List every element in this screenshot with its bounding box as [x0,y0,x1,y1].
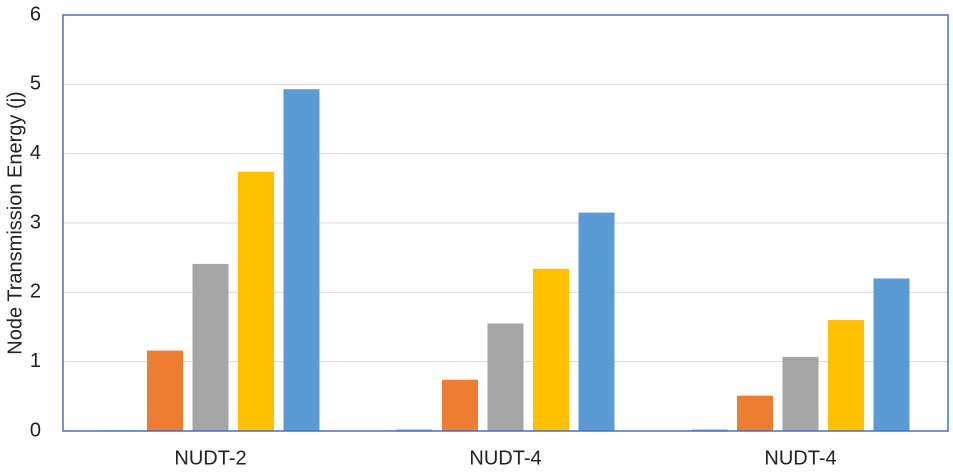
y-tick-label: 0 [30,419,41,441]
y-axis-label: Node Transmission Energy (j) [4,91,26,354]
x-tick-label: NUDT-2 [174,447,246,469]
bar [782,356,819,431]
bar [487,323,524,431]
bar [737,395,773,431]
plot-frame [62,14,949,432]
bar [828,320,864,431]
bar [238,171,274,431]
x-tick-label: NUDT-4 [469,447,541,469]
y-tick-label: 6 [30,3,41,25]
y-tick-label: 2 [30,281,41,303]
bar [192,263,229,431]
y-tick-label: 5 [30,73,41,95]
y-tick-label: 4 [30,142,41,164]
bar [283,89,320,431]
bar [578,212,615,431]
y-tick-label: 1 [30,350,41,372]
x-tick-label: NUDT-4 [764,447,836,469]
bar [533,268,569,431]
y-tick-label: 3 [30,211,41,233]
bar [442,379,478,431]
bar [147,350,183,431]
bar [873,278,910,431]
